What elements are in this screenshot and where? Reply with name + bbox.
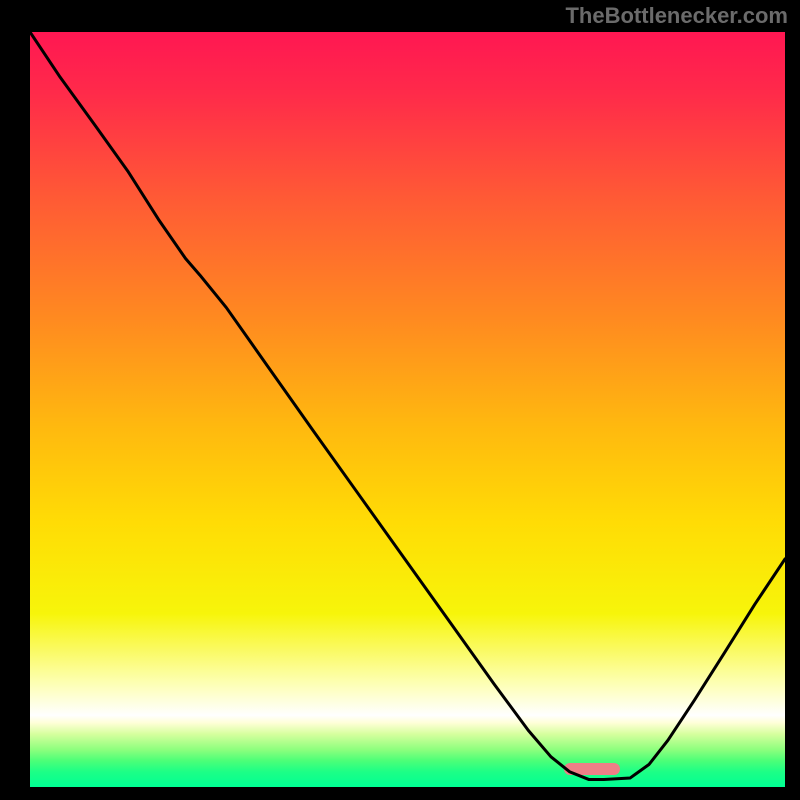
bottleneck-curve xyxy=(30,32,785,787)
plot-area xyxy=(30,32,785,787)
chart-container: TheBottlenecker.com xyxy=(0,0,800,800)
curve-path xyxy=(30,32,785,779)
watermark-text: TheBottlenecker.com xyxy=(565,3,788,29)
